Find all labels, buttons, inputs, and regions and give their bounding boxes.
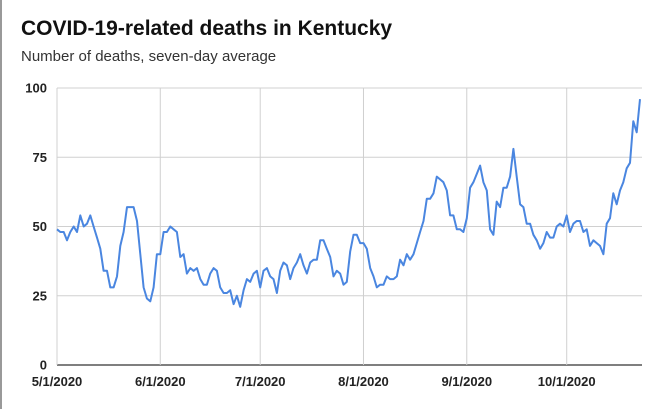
x-tick-label: 8/1/2020 [338,374,389,389]
chart-subtitle: Number of deaths, seven-day average [21,48,277,65]
x-tick-label: 10/1/2020 [538,374,596,389]
x-tick-label: 5/1/2020 [32,374,83,389]
chart-title: COVID-19-related deaths in Kentucky [21,17,393,40]
x-tick-label: 9/1/2020 [441,374,492,389]
y-tick-label: 25 [33,288,47,303]
gridlines [56,87,642,366]
x-tick-label: 7/1/2020 [235,374,286,389]
series-layer [56,99,641,308]
y-tick-label: 75 [33,150,47,165]
series-line [56,99,641,308]
y-axis: 0 25 50 75 100 [25,81,47,373]
x-axis: 5/1/2020 6/1/2020 7/1/2020 8/1/2020 9/1/2020… [32,374,596,389]
y-tick-label: 100 [25,81,47,96]
y-tick-label: 0 [40,358,47,373]
x-tick-label: 6/1/2020 [135,374,186,389]
frame-border [0,0,2,409]
y-tick-label: 50 [33,219,47,234]
